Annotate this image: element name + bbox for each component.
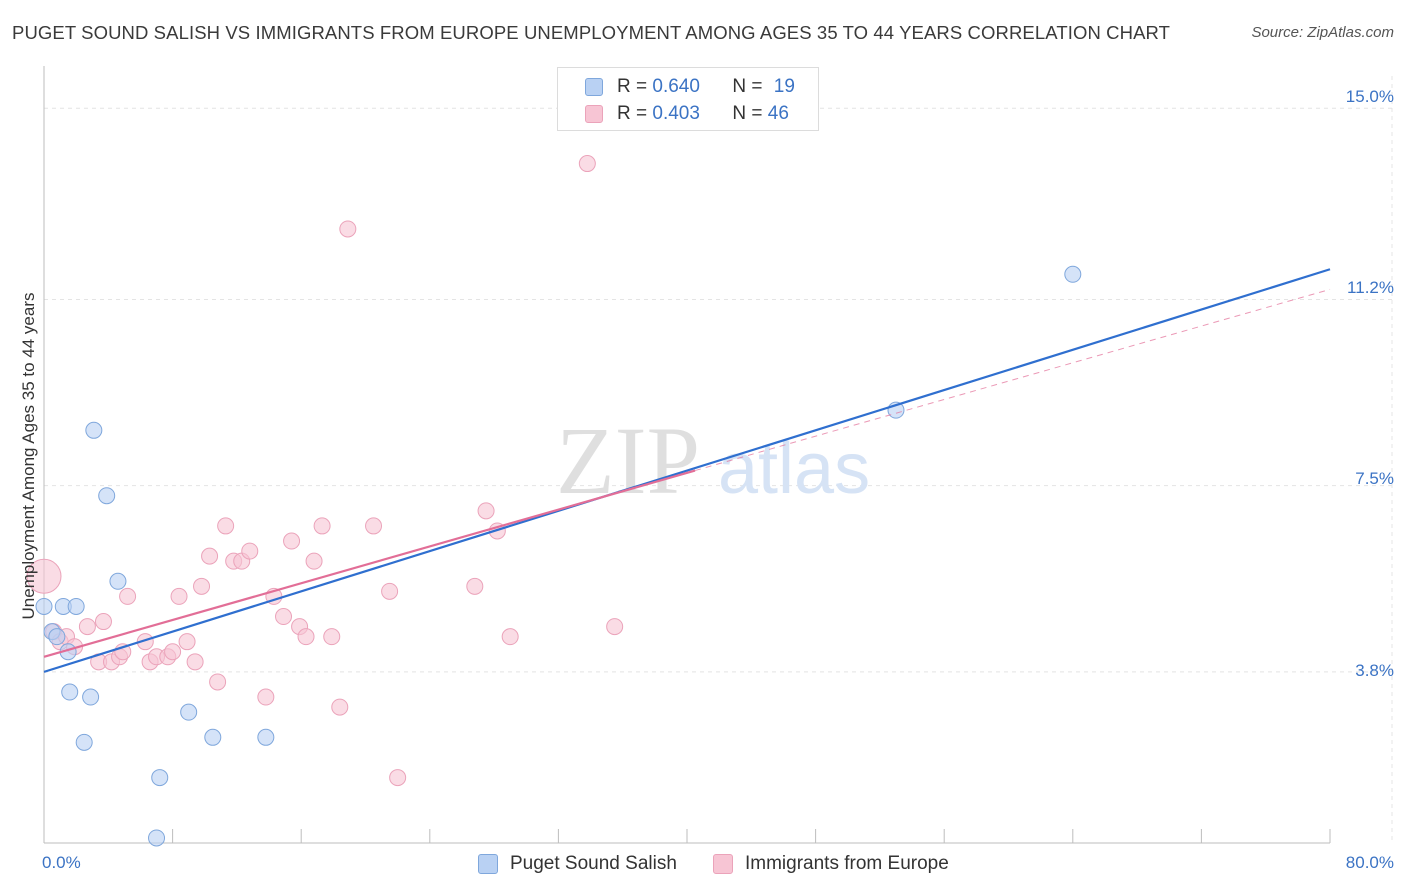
y-axis-label: Unemployment Among Ages 35 to 44 years	[19, 292, 38, 620]
europe-point	[297, 628, 315, 646]
bottom-legend-label-europe: Immigrants from Europe	[745, 853, 949, 874]
europe-point	[381, 582, 399, 600]
legend-swatch-pink	[585, 105, 603, 123]
europe-point	[606, 618, 624, 636]
europe-point	[209, 673, 227, 691]
europe-point	[305, 552, 323, 570]
europe-point	[275, 608, 293, 626]
chart-title: PUGET SOUND SALISH VS IMMIGRANTS FROM EU…	[12, 22, 1171, 43]
y-tick-7-5: 7.5%	[1355, 469, 1394, 488]
europe-point	[389, 769, 407, 787]
europe-point	[339, 220, 357, 238]
europe-point	[119, 587, 137, 605]
europe-point	[193, 577, 211, 595]
y-tick-15-0: 15.0%	[1345, 87, 1394, 106]
bottom-legend-swatch-pink	[713, 854, 733, 874]
legend: R = 0.640 N = 19 R = 0.403 N = 46	[557, 67, 819, 131]
europe-point	[94, 613, 112, 631]
x-tick-min: 0.0%	[42, 853, 81, 872]
europe-point	[178, 633, 196, 651]
y-tick-11-2: 11.2%	[1347, 278, 1394, 297]
europe-point	[313, 517, 331, 535]
europe-point	[501, 628, 519, 646]
salish-point	[148, 829, 166, 847]
europe-point	[26, 558, 62, 594]
europe-point	[241, 542, 259, 560]
europe-point	[201, 547, 219, 565]
immigrants-from-europe-points	[26, 155, 624, 787]
europe-trend-dashed	[694, 288, 1331, 472]
europe-point	[578, 155, 596, 173]
axes	[43, 66, 1331, 844]
europe-point	[323, 628, 341, 646]
salish-point	[98, 487, 116, 505]
bottom-legend-europe: Immigrants from Europe	[713, 851, 949, 877]
source-label: Source: ZipAtlas.com	[1251, 24, 1394, 41]
grid-lines	[44, 76, 1393, 843]
europe-point	[477, 502, 495, 520]
legend-n-value: 46	[767, 103, 789, 124]
salish-point	[82, 688, 100, 706]
watermark: ZIP atlas	[556, 407, 870, 514]
salish-point	[67, 597, 85, 615]
salish-point	[257, 728, 275, 746]
europe-point	[164, 643, 182, 661]
y-tick-3-8: 3.8%	[1355, 661, 1394, 680]
europe-trend-line	[43, 469, 696, 658]
bottom-legend-label-salish: Puget Sound Salish	[510, 853, 677, 874]
legend-swatch-blue	[585, 78, 603, 96]
watermark-zip: ZIP	[556, 407, 700, 514]
legend-r-label: R =	[617, 76, 653, 97]
europe-point	[170, 587, 188, 605]
salish-point	[48, 628, 66, 646]
trend-lines	[43, 268, 1331, 673]
watermark-atlas: atlas	[718, 429, 870, 509]
europe-point	[257, 688, 275, 706]
salish-point	[61, 683, 79, 701]
legend-n-label: N =	[732, 103, 768, 124]
europe-point	[283, 532, 301, 550]
salish-point	[75, 733, 93, 751]
puget-sound-salish-points	[35, 265, 1082, 847]
europe-point	[186, 653, 204, 671]
europe-point	[217, 517, 235, 535]
legend-r-value: 0.640	[652, 76, 700, 97]
salish-point	[35, 597, 53, 615]
salish-point	[180, 703, 198, 721]
x-tick-max: 80.0%	[1345, 853, 1394, 872]
bottom-legend-salish: Puget Sound Salish	[478, 851, 677, 877]
salish-point	[109, 572, 127, 590]
salish-point	[85, 421, 103, 439]
bottom-legend-swatch-blue	[478, 854, 498, 874]
legend-row-salish: R = 0.640 N = 19	[558, 73, 795, 101]
europe-point	[78, 618, 96, 636]
legend-n-label: N =	[732, 76, 768, 97]
legend-row-europe: R = 0.403 N = 46	[558, 100, 789, 128]
salish-point	[1064, 265, 1082, 283]
europe-point	[466, 577, 484, 595]
salish-point	[204, 728, 222, 746]
salish-point	[151, 769, 169, 787]
legend-r-value: 0.403	[652, 103, 700, 124]
europe-point	[331, 698, 349, 716]
europe-point	[365, 517, 383, 535]
legend-r-label: R =	[617, 103, 653, 124]
salish-trend-line	[43, 268, 1331, 673]
legend-n-value: 19	[773, 76, 795, 97]
